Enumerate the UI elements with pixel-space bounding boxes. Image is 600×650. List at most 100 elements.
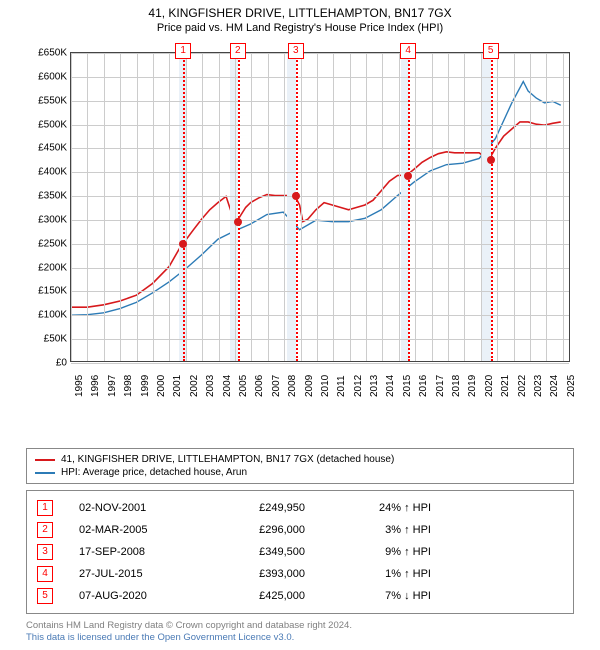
gridline-v — [481, 53, 482, 361]
y-tick-label: £450K — [25, 143, 67, 154]
event-badge: 3 — [37, 544, 53, 560]
gridline-v — [186, 53, 187, 361]
gridline-v — [546, 53, 547, 361]
x-tick-label: 1996 — [90, 375, 101, 397]
x-tick-label: 2021 — [500, 375, 511, 397]
x-tick-label: 2003 — [205, 375, 216, 397]
event-marker: 1 — [175, 43, 191, 59]
gridline-v — [301, 53, 302, 361]
gridline-v — [87, 53, 88, 361]
gridline-v — [137, 53, 138, 361]
x-tick-label: 1995 — [74, 375, 85, 397]
gridline-v — [268, 53, 269, 361]
y-tick-label: £0 — [25, 358, 67, 369]
event-row: 427-JUL-2015£393,0001% ↑ HPI — [37, 563, 563, 585]
gridline-v — [153, 53, 154, 361]
x-tick-label: 2014 — [385, 375, 396, 397]
x-tick-label: 2000 — [156, 375, 167, 397]
legend-swatch — [35, 472, 55, 474]
event-row: 202-MAR-2005£296,0003% ↑ HPI — [37, 519, 563, 541]
event-price: £393,000 — [215, 568, 305, 580]
y-tick-label: £350K — [25, 191, 67, 202]
gridline-v — [464, 53, 465, 361]
legend-label: 41, KINGFISHER DRIVE, LITTLEHAMPTON, BN1… — [61, 454, 394, 465]
legend-item: 41, KINGFISHER DRIVE, LITTLEHAMPTON, BN1… — [35, 453, 565, 466]
gridline-v — [104, 53, 105, 361]
y-tick-label: £500K — [25, 119, 67, 130]
x-tick-label: 2016 — [418, 375, 429, 397]
event-marker: 3 — [288, 43, 304, 59]
x-tick-label: 1999 — [140, 375, 151, 397]
gridline-v — [448, 53, 449, 361]
gridline-v — [382, 53, 383, 361]
event-badge: 1 — [37, 500, 53, 516]
event-dot — [404, 172, 412, 180]
event-dot — [179, 240, 187, 248]
gridline-h — [71, 172, 569, 173]
y-tick-label: £300K — [25, 214, 67, 225]
x-tick-label: 2005 — [238, 375, 249, 397]
x-tick-label: 2009 — [304, 375, 315, 397]
event-line — [296, 53, 298, 361]
gridline-v — [530, 53, 531, 361]
x-tick-label: 2004 — [222, 375, 233, 397]
gridline-h — [71, 101, 569, 102]
x-tick-label: 2024 — [549, 375, 560, 397]
x-tick-label: 2025 — [566, 375, 577, 397]
legend: 41, KINGFISHER DRIVE, LITTLEHAMPTON, BN1… — [26, 448, 574, 484]
footer: Contains HM Land Registry data © Crown c… — [26, 620, 574, 645]
gridline-v — [219, 53, 220, 361]
y-tick-label: £650K — [25, 48, 67, 59]
event-marker: 5 — [483, 43, 499, 59]
gridline-h — [71, 148, 569, 149]
gridline-h — [71, 196, 569, 197]
event-line — [408, 53, 410, 361]
x-tick-label: 2008 — [287, 375, 298, 397]
x-tick-label: 2002 — [189, 375, 200, 397]
gridline-h — [71, 220, 569, 221]
event-date: 27-JUL-2015 — [79, 568, 189, 580]
gridline-v — [251, 53, 252, 361]
x-tick-label: 2011 — [336, 375, 347, 397]
gridline-v — [71, 53, 72, 361]
x-tick-label: 2012 — [353, 375, 364, 397]
gridline-v — [350, 53, 351, 361]
event-date: 07-AUG-2020 — [79, 590, 189, 602]
event-price: £425,000 — [215, 590, 305, 602]
gridline-v — [284, 53, 285, 361]
event-line — [183, 53, 185, 361]
gridline-v — [317, 53, 318, 361]
gridline-v — [202, 53, 203, 361]
gridline-h — [71, 77, 569, 78]
event-row: 507-AUG-2020£425,0007% ↓ HPI — [37, 585, 563, 607]
plot-area: £0£50K£100K£150K£200K£250K£300K£350K£400… — [70, 52, 570, 362]
event-dot — [487, 156, 495, 164]
x-tick-label: 1998 — [123, 375, 134, 397]
x-tick-label: 2007 — [271, 375, 282, 397]
events-table: 1 02-NOV-2001 £249,950 24% ↑ HPI 202-MAR-200… — [26, 490, 574, 614]
gridline-v — [399, 53, 400, 361]
gridline-h — [71, 268, 569, 269]
gridline-h — [71, 125, 569, 126]
legend-swatch — [35, 459, 55, 461]
y-tick-label: £400K — [25, 167, 67, 178]
y-tick-label: £50K — [25, 334, 67, 345]
footer-line2: This data is licensed under the Open Gov… — [26, 632, 574, 644]
event-diff: 24% ↑ HPI — [331, 502, 431, 514]
event-date: 02-NOV-2001 — [79, 502, 189, 514]
x-tick-label: 1997 — [107, 375, 118, 397]
event-diff: 1% ↑ HPI — [331, 568, 431, 580]
event-diff: 9% ↑ HPI — [331, 546, 431, 558]
legend-label: HPI: Average price, detached house, Arun — [61, 467, 247, 478]
y-tick-label: £550K — [25, 95, 67, 106]
x-tick-label: 2019 — [467, 375, 478, 397]
event-badge: 2 — [37, 522, 53, 538]
event-price: £349,500 — [215, 546, 305, 558]
y-tick-label: £100K — [25, 310, 67, 321]
gridline-v — [333, 53, 334, 361]
event-price: £296,000 — [215, 524, 305, 536]
event-dot — [292, 192, 300, 200]
gridline-v — [235, 53, 236, 361]
event-diff: 7% ↓ HPI — [331, 590, 431, 602]
event-price: £249,950 — [215, 502, 305, 514]
